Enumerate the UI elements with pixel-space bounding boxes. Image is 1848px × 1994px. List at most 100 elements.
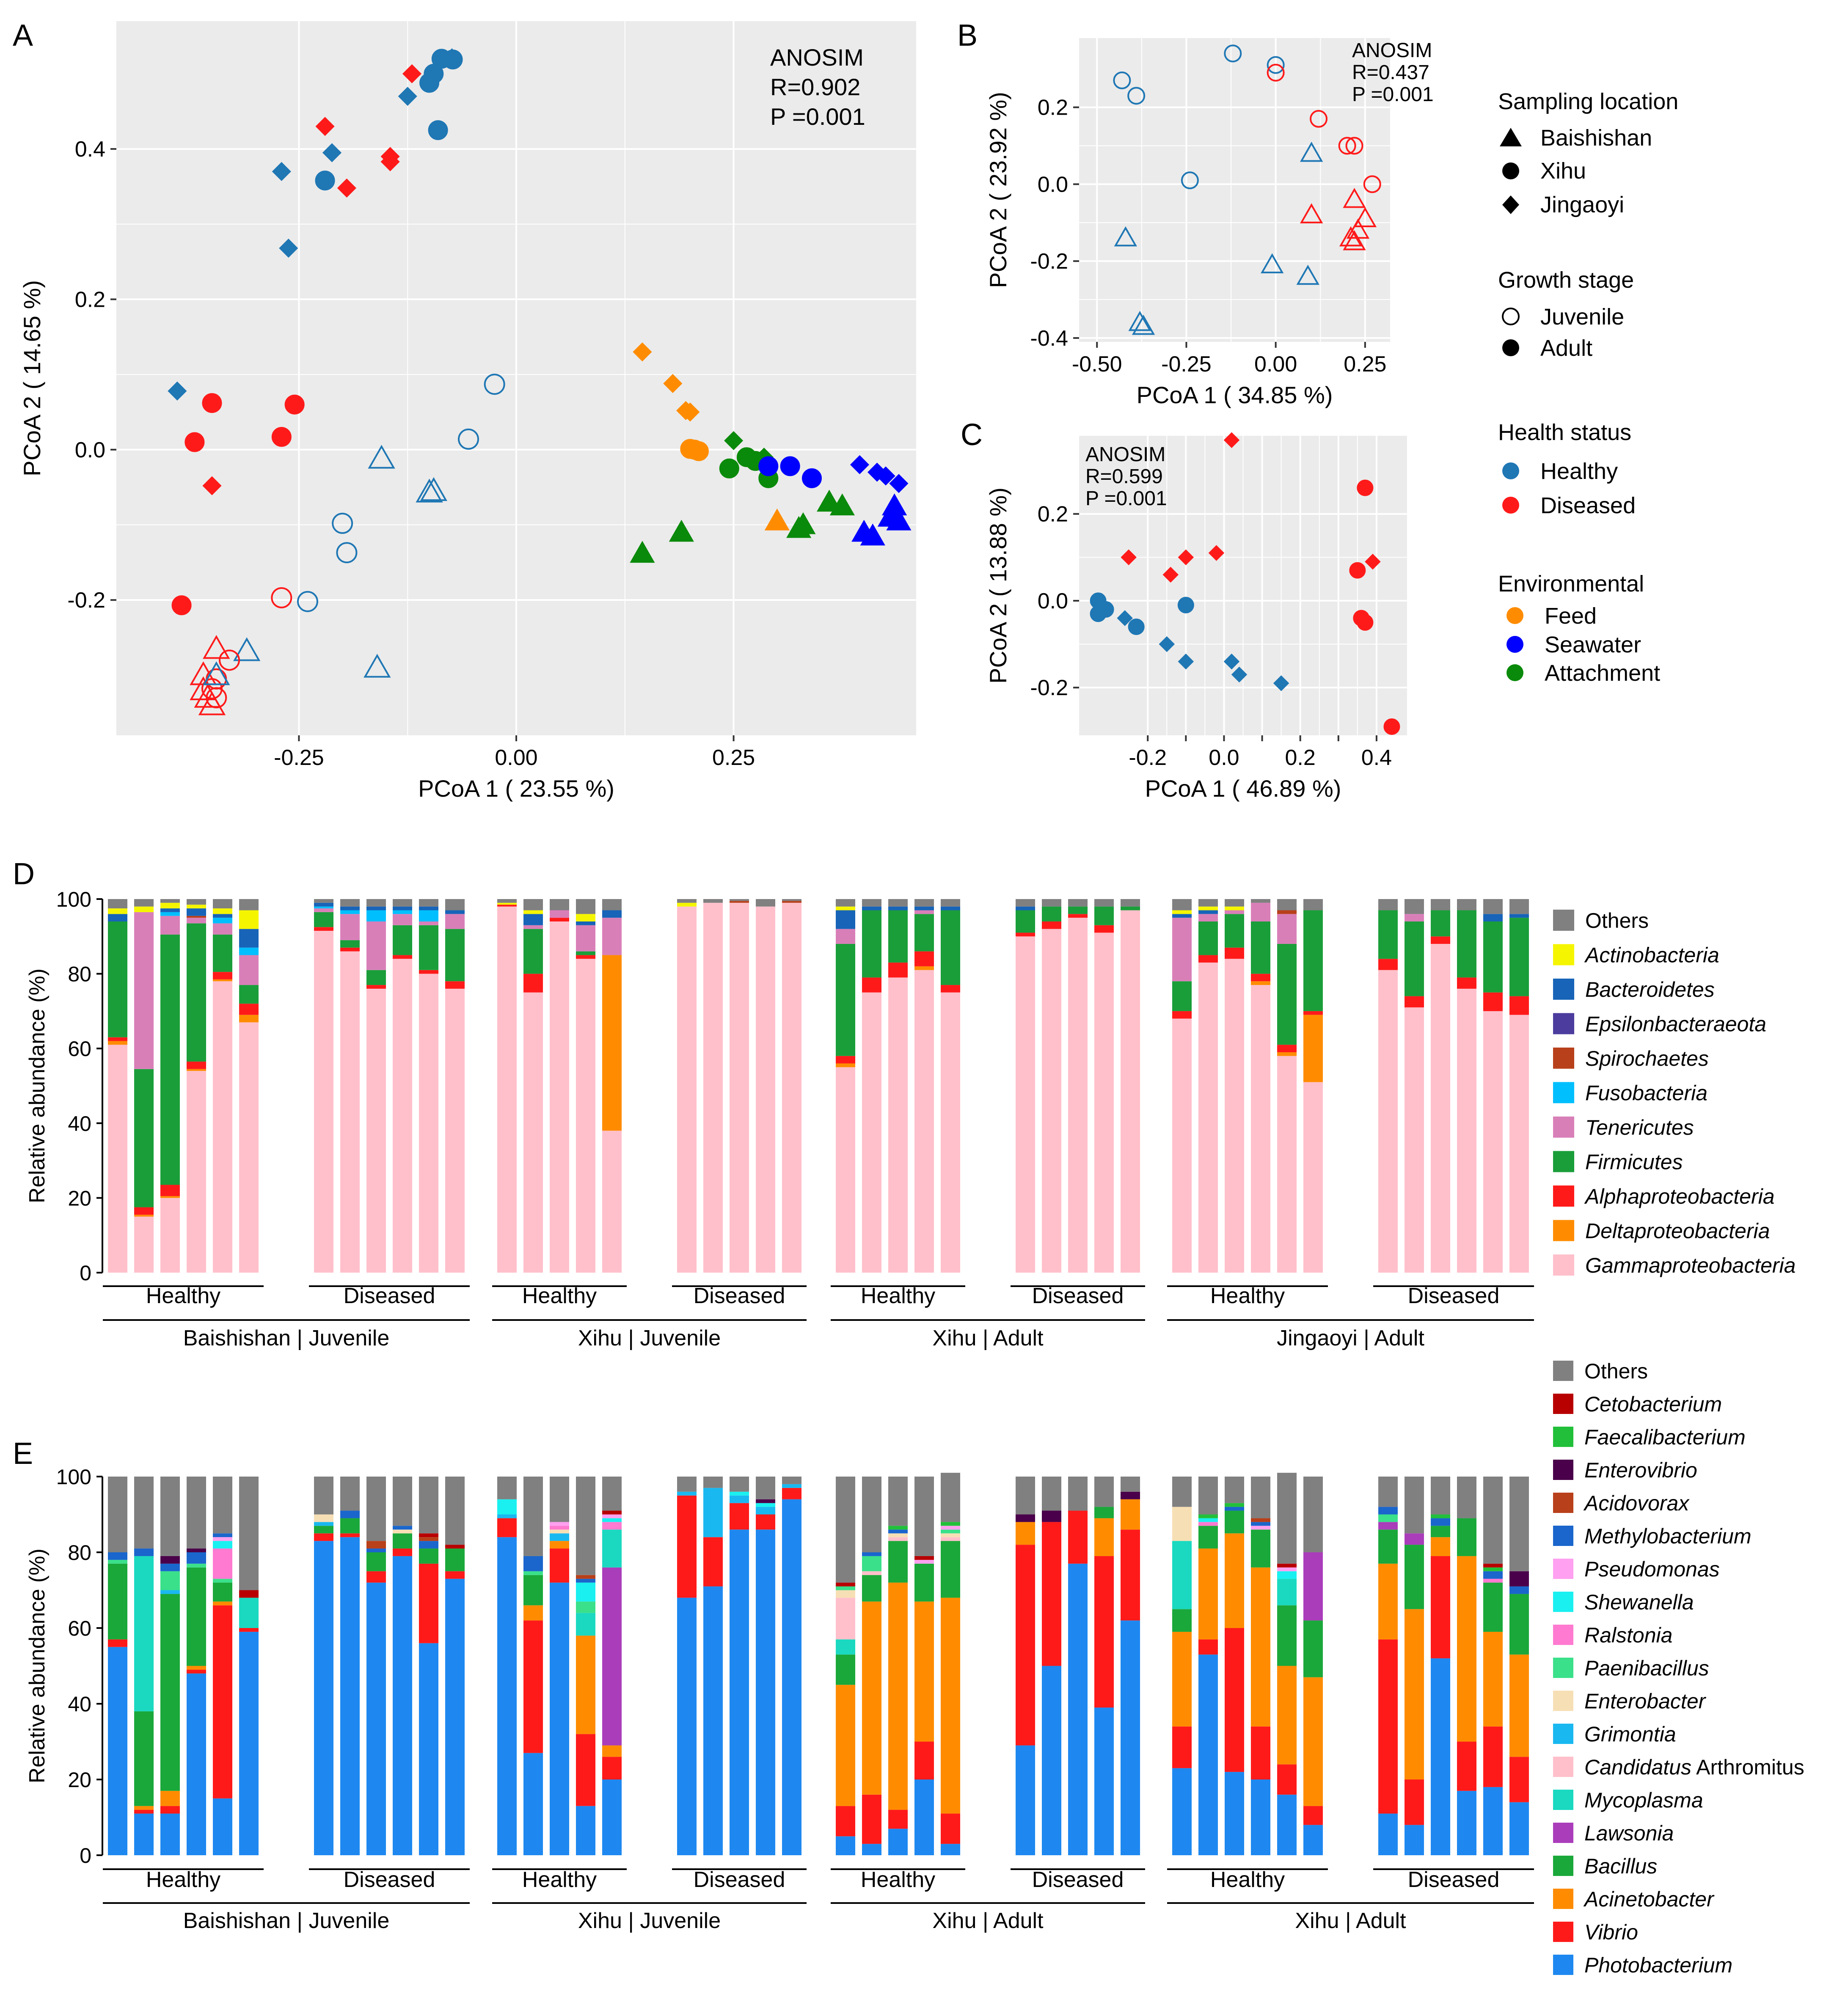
bar-segment bbox=[239, 1631, 259, 1855]
x-tick-label: 0.00 bbox=[495, 745, 537, 770]
bar-segment bbox=[1068, 1477, 1088, 1511]
bar-segment bbox=[576, 1734, 595, 1806]
pcoa-scatter-c: -0.2 0.0 0.2 0.4 -0.2 0.0 0.2 PCoA 1 ( 46.89 %)… bbox=[985, 432, 1407, 802]
bar-segment bbox=[1457, 1790, 1476, 1855]
bar-segment bbox=[1303, 1477, 1323, 1552]
bar-segment bbox=[213, 972, 232, 979]
bar-segment bbox=[1121, 899, 1140, 907]
legend-env-title: Environmental bbox=[1498, 571, 1644, 597]
anosim-annotation: ANOSIM bbox=[1085, 443, 1165, 466]
legend-item-diseased: Diseased bbox=[1502, 493, 1636, 518]
bar-segment bbox=[576, 899, 595, 914]
bar-segment bbox=[1277, 1666, 1297, 1765]
bar-segment bbox=[523, 1571, 543, 1575]
scatter-point bbox=[1296, 264, 1319, 285]
panel-label-d: D bbox=[13, 857, 35, 891]
panel-label-a: A bbox=[13, 19, 33, 52]
scatter-point bbox=[1343, 230, 1366, 250]
scatter-point bbox=[1300, 141, 1323, 162]
bar-segment bbox=[1378, 910, 1398, 959]
bar-segment bbox=[366, 988, 386, 1273]
bar-segment bbox=[108, 921, 127, 1037]
legend-item-label: Adult bbox=[1540, 336, 1592, 361]
legend-label: Epsilonbacteraeota bbox=[1585, 1012, 1766, 1036]
bar-segment bbox=[1483, 1571, 1503, 1579]
bar-segment bbox=[187, 1548, 206, 1552]
bar-segment bbox=[1172, 899, 1192, 910]
bar-segment bbox=[134, 1207, 154, 1215]
bar-segment bbox=[1303, 1082, 1323, 1273]
bar-segment bbox=[239, 985, 259, 1004]
bar-segment bbox=[941, 1537, 960, 1541]
bar-segment bbox=[941, 1529, 960, 1534]
bar-segment bbox=[730, 1503, 749, 1530]
bar-segment bbox=[1225, 1772, 1244, 1855]
filled-circle-icon bbox=[1502, 339, 1519, 356]
bar-segment bbox=[941, 992, 960, 1273]
bar-segment bbox=[213, 1548, 232, 1579]
bar-segment bbox=[134, 1069, 154, 1207]
scatter-point bbox=[1128, 311, 1151, 331]
bar-segment bbox=[836, 943, 855, 1056]
bar-segment bbox=[756, 1477, 775, 1499]
scatter-point bbox=[1117, 610, 1133, 626]
bar-segment bbox=[862, 1575, 881, 1602]
bar-segment bbox=[187, 1552, 206, 1564]
bar-segment bbox=[941, 1844, 960, 1855]
x-tick-label: -0.25 bbox=[274, 745, 324, 770]
bar-segment bbox=[213, 918, 232, 924]
bar-segment bbox=[1198, 899, 1218, 907]
legend-label: Lawsonia bbox=[1584, 1821, 1674, 1845]
x-tick-label: -0.25 bbox=[1161, 352, 1212, 377]
legend-swatch bbox=[1553, 1559, 1573, 1579]
bar-segment bbox=[134, 1477, 154, 1549]
panel-label-e: E bbox=[13, 1437, 33, 1471]
bar-segment bbox=[1198, 955, 1218, 963]
legend-label: Gammaproteobacteria bbox=[1585, 1254, 1796, 1277]
bar-segment bbox=[914, 970, 934, 1273]
bar-segment bbox=[340, 1510, 360, 1518]
bar-segment bbox=[1225, 1477, 1244, 1503]
bar-segment bbox=[782, 899, 801, 901]
bar-segment bbox=[239, 1015, 259, 1023]
scatter-point bbox=[1353, 207, 1377, 227]
bar-segment bbox=[888, 906, 908, 910]
y-tick-label: 40 bbox=[68, 1112, 91, 1136]
bar-segment bbox=[366, 906, 386, 910]
scatter-point bbox=[402, 64, 422, 83]
bar-segment bbox=[366, 970, 386, 985]
y-tick-label: 60 bbox=[68, 1037, 91, 1061]
scatter-point bbox=[380, 152, 400, 171]
legend-label: Others bbox=[1584, 1359, 1648, 1383]
bar-segment bbox=[497, 906, 517, 1273]
bar-segment bbox=[756, 1507, 775, 1515]
bar-segment bbox=[862, 977, 881, 993]
bar-segment bbox=[523, 1477, 543, 1556]
bar-segment bbox=[1198, 1518, 1218, 1522]
bar-segment bbox=[550, 910, 569, 918]
group-label: Xihu | Juvenile bbox=[578, 1326, 721, 1350]
y-tick-label: 0 bbox=[80, 1844, 91, 1867]
bar-segment bbox=[1172, 914, 1192, 918]
bar-segment bbox=[756, 899, 775, 907]
legend-item-label: Juvenile bbox=[1540, 304, 1624, 330]
bar-segment bbox=[1016, 899, 1035, 907]
bar-segment bbox=[523, 914, 543, 925]
bar-segment bbox=[782, 1484, 801, 1488]
bar-segment bbox=[1509, 1802, 1529, 1855]
scatter-point bbox=[1357, 614, 1374, 631]
y-tick-label: -0.2 bbox=[67, 588, 105, 613]
y-tick-label: 0.0 bbox=[1038, 172, 1068, 197]
legend-label: Actinobacteria bbox=[1584, 943, 1719, 967]
legend-swatch bbox=[1553, 1493, 1573, 1513]
scatter-point bbox=[1338, 137, 1356, 155]
bar-segment bbox=[1483, 921, 1503, 993]
bar-segment bbox=[1483, 1563, 1503, 1568]
bar-segment bbox=[782, 901, 801, 903]
bar-segment bbox=[914, 1559, 934, 1564]
bar-segment bbox=[1509, 1654, 1529, 1757]
bar-segment bbox=[550, 1526, 569, 1530]
subgroup-label: Diseased bbox=[1408, 1284, 1500, 1308]
bar-segment bbox=[602, 1779, 622, 1855]
legend-label: Bacteroidetes bbox=[1585, 978, 1715, 1001]
